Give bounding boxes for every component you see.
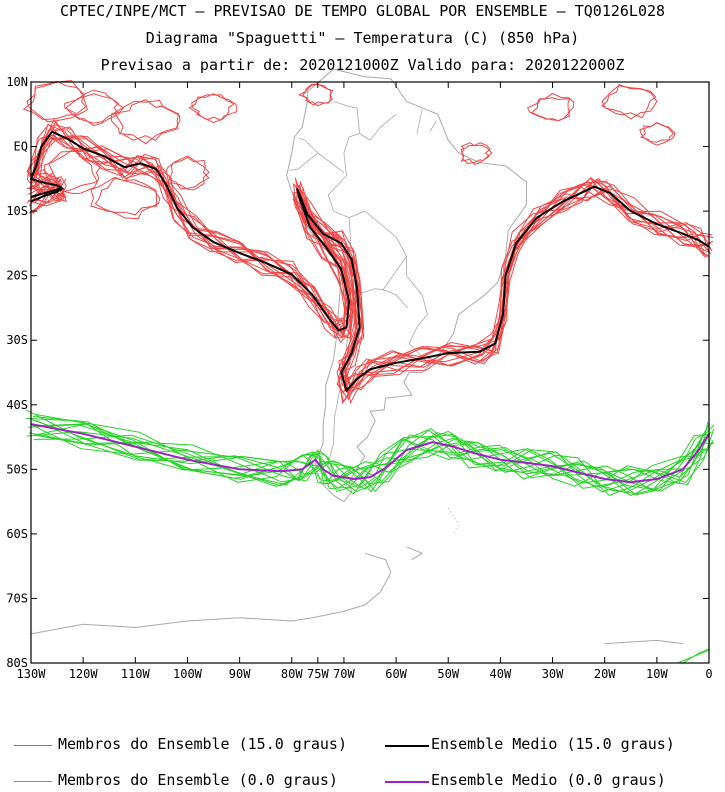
member-0-layer: [25, 409, 715, 664]
ensemble-mean-0-line: [30, 423, 710, 484]
country-border: [348, 113, 397, 141]
country-border: [289, 152, 319, 171]
y-tick-label: 10N: [6, 75, 28, 89]
ensemble-member-15-line: [32, 118, 714, 399]
plot-frame: [30, 81, 710, 664]
x-tick-label: 50W: [437, 667, 459, 681]
ensemble-member-15-contour: [601, 83, 657, 119]
legend-mean-15-label: Ensemble Medio (15.0 graus): [431, 735, 675, 753]
antarctica-coastline: [406, 546, 424, 561]
x-tick-label: 10W: [646, 667, 668, 681]
ensemble-member-15-contour: [302, 83, 332, 106]
chart-title-line-2: Diagrama "Spaguetti" – Temperatura (C) (…: [145, 29, 580, 47]
island-coastline: [447, 507, 460, 535]
ensemble-member-0-line: [34, 422, 710, 492]
x-tick-label: 80W: [281, 667, 303, 681]
ensemble-member-15-contour: [90, 177, 158, 216]
spaghetti-map: 130W 120W 110W 100W 90W 80W 75W 70W 60W 50W 40W 30W…: [6, 68, 715, 681]
ensemble-member-15-contour: [44, 150, 102, 195]
country-border: [348, 210, 407, 276]
legend-member-15-label: Membros do Ensemble (15.0 graus): [58, 735, 347, 753]
ensemble-member-0-line: [35, 431, 712, 489]
x-tick-label: 110W: [121, 667, 151, 681]
x-tick-label: 90W: [229, 667, 251, 681]
y-tick-label: EQ: [14, 140, 28, 154]
country-border: [327, 136, 350, 218]
country-border: [317, 152, 345, 173]
x-tick-label: 130W: [17, 667, 47, 681]
ensemble-member-15-contour: [191, 94, 238, 124]
legend-member-15-line: [14, 745, 52, 746]
x-tick-label: 0: [705, 667, 712, 681]
y-tick-label: 40S: [6, 398, 28, 412]
legend-mean-0-label: Ensemble Medio (0.0 graus): [431, 771, 666, 789]
ensemble-member-15-line: [26, 134, 706, 386]
ensemble-member-15-line: [27, 129, 706, 401]
x-tick-label: 40W: [490, 667, 512, 681]
ensemble-member-15-contour: [94, 176, 161, 220]
x-tick-label: 75W: [307, 667, 329, 681]
mean-layer: [29, 130, 710, 484]
y-tick-label: 10S: [6, 204, 28, 218]
x-tick-label: 30W: [542, 667, 564, 681]
ensemble-member-15-contour: [113, 99, 180, 141]
ensemble-member-0-line: [26, 417, 705, 496]
ensemble-member-15-contour: [22, 80, 87, 121]
tick-layer: 130W 120W 110W 100W 90W 80W 75W 70W 60W 50W 40W 30W…: [6, 75, 712, 681]
ensemble-member-15-contour: [526, 97, 571, 122]
chart-title-line-1: CPTEC/INPE/MCT – PREVISAO DE TEMPO GLOBA…: [59, 2, 666, 20]
y-tick-label: 60S: [6, 527, 28, 541]
y-tick-label: 30S: [6, 333, 28, 347]
ensemble-mean-15-line: [30, 187, 61, 198]
ensemble-member-0-line: [682, 648, 710, 664]
x-tick-label: 120W: [69, 667, 99, 681]
ensemble-member-0-line: [29, 432, 705, 493]
y-tick-label: 20S: [6, 269, 28, 283]
ensemble-member-15-contour: [639, 122, 676, 143]
member-15-layer: [22, 79, 714, 405]
x-tick-label: 100W: [173, 667, 203, 681]
y-tick-label: 50S: [6, 462, 28, 476]
antarctica-coastline: [604, 639, 683, 645]
y-tick-label: 70S: [6, 591, 28, 605]
legend-member-0-line: [14, 781, 52, 782]
legend-mean-0-line: [385, 781, 429, 783]
ensemble-member-15-contour: [64, 89, 119, 124]
ensemble-member-15-contour: [65, 93, 124, 127]
y-tick-label: 80S: [6, 656, 28, 670]
x-tick-label: 20W: [594, 667, 616, 681]
x-tick-label: 70W: [333, 667, 355, 681]
ensemble-member-0-line: [36, 414, 714, 494]
country-border: [382, 256, 407, 291]
country-border: [406, 275, 431, 366]
ensemble-member-15-contour: [188, 93, 236, 121]
ensemble-member-15-contour: [165, 155, 210, 191]
country-border: [429, 120, 437, 132]
ensemble-member-0-line: [30, 418, 706, 496]
x-tick-label: 60W: [385, 667, 407, 681]
legend-member-0-label: Membros do Ensemble (0.0 graus): [58, 771, 338, 789]
country-border: [416, 109, 423, 134]
ensemble-member-15-contour: [460, 142, 493, 165]
country-border: [333, 101, 360, 134]
antarctica-coastline: [30, 552, 392, 635]
ensemble-member-15-line: [26, 136, 708, 391]
ensemble-mean-15-line: [29, 130, 710, 393]
ensemble-member-15-contour: [601, 85, 658, 120]
legend-mean-15-line: [385, 745, 429, 747]
country-border: [299, 137, 319, 154]
south-america-coastline: [286, 68, 527, 503]
chart-title-line-3: Previsao a partir de: 2020121000Z Valido…: [100, 56, 625, 74]
ensemble-member-15-contour: [168, 156, 210, 190]
ensemble-member-15-contour: [44, 149, 98, 193]
ensemble-member-15-contour: [110, 99, 181, 145]
ensemble-member-15-contour: [26, 79, 88, 123]
